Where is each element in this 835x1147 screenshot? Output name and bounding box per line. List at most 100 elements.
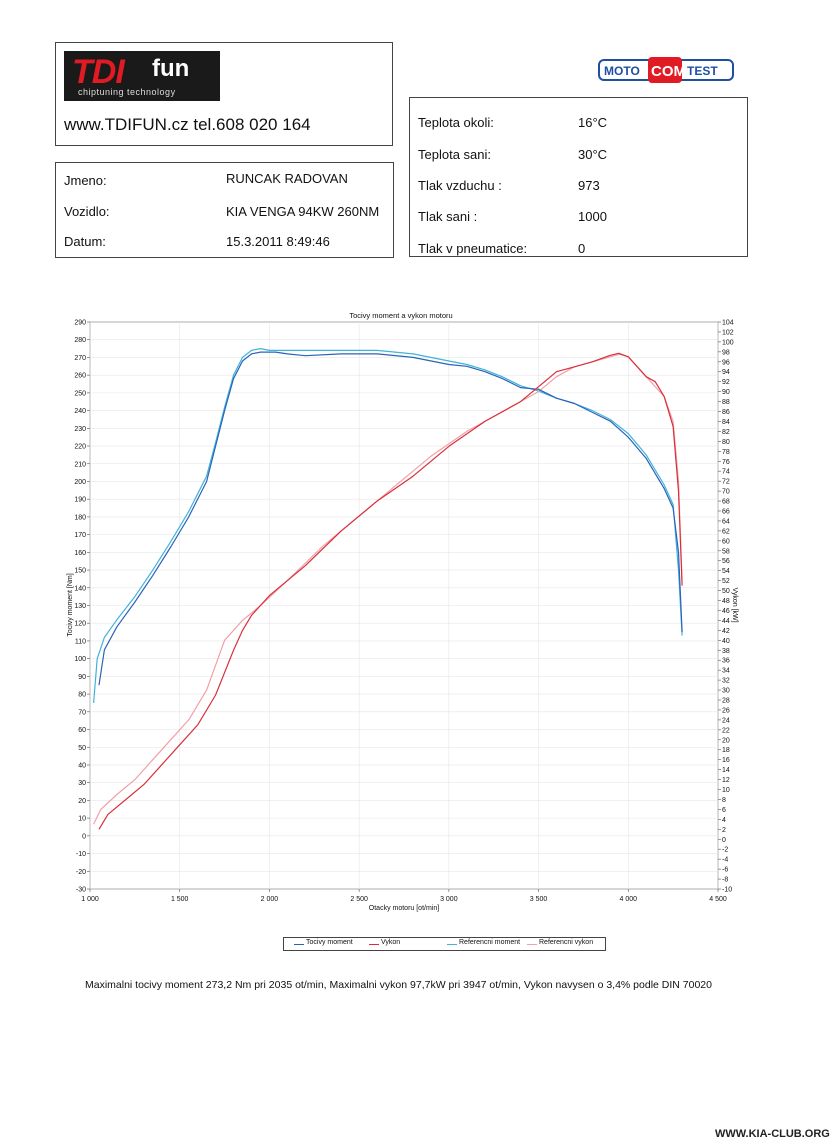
y2-tick-label: 42 xyxy=(722,628,730,635)
logo-moto-text: MOTO xyxy=(604,64,640,78)
series-line-tocivy-moment xyxy=(98,351,683,686)
y2-tick-label: 90 xyxy=(722,389,730,396)
y2-tick-label: 24 xyxy=(722,717,730,724)
y2-tick-label: 56 xyxy=(722,558,730,565)
series-line-vykon xyxy=(98,352,683,830)
logo-suffix-text: fun xyxy=(152,55,190,82)
y-tick-label: 220 xyxy=(74,444,86,451)
y-tick-label: 30 xyxy=(78,780,86,787)
y2-axis-label: Vykon [kW] xyxy=(731,587,738,622)
y2-tick-label: 48 xyxy=(722,598,730,605)
ambient-temp-value: 16°C xyxy=(578,115,608,130)
legend-swatch-power xyxy=(369,944,379,945)
y2-tick-label: 26 xyxy=(722,707,730,714)
y-tick-label: 180 xyxy=(74,514,86,521)
y-tick-label: 60 xyxy=(78,727,86,734)
vehicle-label: Vozidlo: xyxy=(64,204,110,219)
y-tick-label: 200 xyxy=(74,479,86,486)
air-pressure-value: 973 xyxy=(578,178,600,193)
y-tick-label: 280 xyxy=(74,337,86,344)
y2-tick-label: 28 xyxy=(722,698,730,705)
y2-tick-label: 68 xyxy=(722,499,730,506)
intake-pressure-value: 1000 xyxy=(578,209,607,224)
y-tick-label: 240 xyxy=(74,408,86,415)
y2-tick-label: 6 xyxy=(722,807,726,814)
y2-tick-label: 40 xyxy=(722,638,730,645)
y2-tick-label: 78 xyxy=(722,449,730,456)
y2-tick-label: 12 xyxy=(722,777,730,784)
motocomtest-logo: MOTO COM TEST xyxy=(598,57,734,83)
y2-tick-label: 0 xyxy=(722,837,726,844)
y2-tick-label: 16 xyxy=(722,757,730,764)
y2-tick-label: 4 xyxy=(722,817,726,824)
y2-tick-label: 54 xyxy=(722,568,730,575)
y2-tick-label: 96 xyxy=(722,359,730,366)
y2-tick-label: 44 xyxy=(722,618,730,625)
y-tick-label: 40 xyxy=(78,762,86,769)
axis-ticks: -30-20-100102030405060708090100110120130… xyxy=(74,320,733,904)
y2-tick-label: 46 xyxy=(722,608,730,615)
legend-swatch-ref-torque xyxy=(447,944,457,945)
x-tick-label: 2 000 xyxy=(261,896,279,903)
y-tick-label: 130 xyxy=(74,603,86,610)
y2-tick-label: 32 xyxy=(722,678,730,685)
tyre-pressure-label: Tlak v pneumatice: xyxy=(418,241,528,256)
y-tick-label: 140 xyxy=(74,585,86,592)
y2-tick-label: 18 xyxy=(722,747,730,754)
y2-tick-label: 14 xyxy=(722,767,730,774)
x-tick-label: 2 500 xyxy=(350,896,368,903)
y2-tick-label: 22 xyxy=(722,727,730,734)
y2-tick-label: 50 xyxy=(722,588,730,595)
y-tick-label: 10 xyxy=(78,816,86,823)
y2-tick-label: 80 xyxy=(722,439,730,446)
x-tick-label: 3 000 xyxy=(440,896,458,903)
y-tick-label: -20 xyxy=(76,869,86,876)
logo-test-text: TEST xyxy=(687,64,718,78)
y2-tick-label: 76 xyxy=(722,459,730,466)
y2-tick-label: 104 xyxy=(722,320,734,327)
x-axis-label: Otacky motoru [ot/min] xyxy=(369,905,439,912)
y2-tick-label: 72 xyxy=(722,479,730,486)
y2-tick-label: 94 xyxy=(722,369,730,376)
y2-tick-label: 92 xyxy=(722,379,730,386)
date-value: 15.3.2011 8:49:46 xyxy=(226,234,330,249)
tyre-pressure-value: 0 xyxy=(578,241,586,256)
x-tick-label: 1 000 xyxy=(81,896,99,903)
y-tick-label: -10 xyxy=(76,851,86,858)
watermark: WWW.KIA-CLUB.ORG xyxy=(715,1128,830,1140)
y-tick-label: 150 xyxy=(74,568,86,575)
y-tick-label: 20 xyxy=(78,798,86,805)
y2-tick-label: 102 xyxy=(722,329,734,336)
legend-swatch-torque xyxy=(294,944,304,945)
legend-ref-power: Referencni vykon xyxy=(539,939,594,946)
y-tick-label: 50 xyxy=(78,745,86,752)
y2-tick-label: 8 xyxy=(722,797,726,804)
y-tick-label: 100 xyxy=(74,656,86,663)
y2-tick-label: 88 xyxy=(722,399,730,406)
y2-tick-label: -4 xyxy=(722,857,728,864)
y-tick-label: 70 xyxy=(78,709,86,716)
y2-tick-label: 84 xyxy=(722,419,730,426)
name-label: Jmeno: xyxy=(64,173,107,188)
x-tick-label: 4 500 xyxy=(709,896,727,903)
y2-tick-label: 34 xyxy=(722,668,730,675)
y2-tick-label: 2 xyxy=(722,827,726,834)
x-tick-label: 4 000 xyxy=(620,896,638,903)
y-tick-label: 90 xyxy=(78,674,86,681)
y2-tick-label: 36 xyxy=(722,658,730,665)
legend-ref-torque: Referencni moment xyxy=(459,939,521,946)
y-tick-label: 0 xyxy=(82,833,86,840)
legend-swatch-ref-power xyxy=(527,944,537,945)
y2-tick-label: -10 xyxy=(722,887,732,894)
series-line-referencni-moment xyxy=(93,348,683,704)
y-tick-label: 190 xyxy=(74,497,86,504)
y2-tick-label: -2 xyxy=(722,847,728,854)
name-value: RUNCAK RADOVAN xyxy=(226,171,348,186)
air-pressure-label: Tlak vzduchu : xyxy=(418,178,502,193)
y-axis-label: Tocivy moment [Nm] xyxy=(67,573,74,636)
intake-pressure-label: Tlak sani : xyxy=(418,209,478,224)
y2-tick-label: -8 xyxy=(722,877,728,884)
y-tick-label: 170 xyxy=(74,532,86,539)
brand-panel: TDI fun chiptuning technology www.TDIFUN… xyxy=(55,42,393,146)
y2-tick-label: 60 xyxy=(722,538,730,545)
